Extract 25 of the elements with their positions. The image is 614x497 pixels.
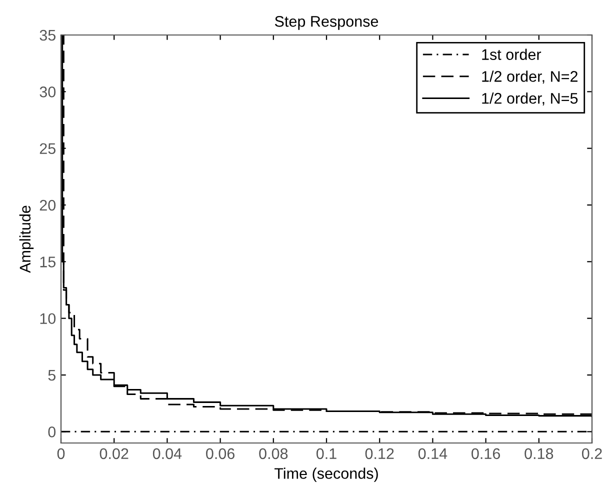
y-axis-title: Amplitude [19,206,34,273]
x-tick-label: 0.14 [418,448,448,460]
x-tick-label: 0.08 [259,448,288,460]
legend-label: 1st order [482,48,542,60]
x-tick-label: 0 [57,448,65,460]
y-tick-label: 30 [40,86,56,98]
x-tick-label: 0.02 [100,448,128,460]
y-tick-label: 35 [40,30,56,41]
y-tick-label: 10 [40,313,56,324]
legend-label: 1/2 order, N=2 [482,70,578,84]
y-tick-label: 25 [40,143,56,154]
chart-title: Step Response [274,16,378,30]
x-tick-label: 0.04 [152,448,182,460]
y-tick-label: 15 [40,256,56,268]
legend-label: 1/2 order, N=5 [482,92,578,106]
y-tick-label: 5 [48,370,56,381]
x-tick-label: 0.1 [316,448,336,460]
x-axis-title: Time (seconds) [274,468,378,482]
x-tick-label: 0.2 [582,448,602,460]
x-tick-label: 0.18 [524,448,554,460]
x-tick-label: 0.12 [365,448,394,460]
x-tick-label: 0.06 [206,448,234,460]
y-tick-label: 0 [48,426,56,438]
x-tick-label: 0.16 [472,448,500,460]
y-tick-label: 20 [40,200,56,211]
